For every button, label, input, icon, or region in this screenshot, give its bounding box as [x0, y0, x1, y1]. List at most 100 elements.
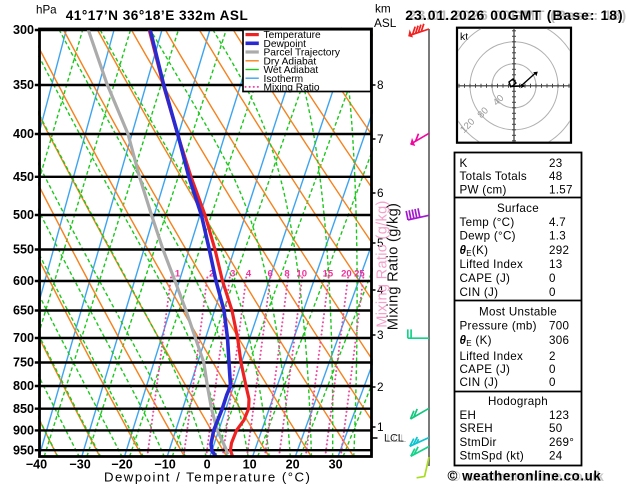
svg-text:4.7: 4.7: [549, 216, 566, 229]
svg-text:0: 0: [549, 272, 556, 285]
svg-text:23.01.2026 00GMT (Base: 18): 23.01.2026 00GMT (Base: 18): [405, 7, 623, 23]
svg-text:50: 50: [549, 422, 563, 435]
svg-text:700: 700: [13, 331, 34, 345]
svg-text:600: 600: [13, 274, 34, 288]
svg-text:6: 6: [268, 268, 273, 279]
svg-text:4: 4: [246, 268, 252, 279]
svg-text:650: 650: [13, 304, 34, 318]
svg-text:13: 13: [549, 258, 563, 271]
svg-text:Lifted Index: Lifted Index: [460, 350, 524, 363]
svg-text:550: 550: [13, 243, 34, 257]
svg-text:CAPE (J): CAPE (J): [460, 272, 511, 285]
svg-text:269°: 269°: [549, 436, 574, 449]
svg-text:−40: −40: [26, 457, 47, 471]
svg-text:−20: −20: [111, 457, 132, 471]
svg-text:41°17’N 36°18’E 332m ASL: 41°17’N 36°18’E 332m ASL: [66, 8, 249, 23]
svg-text:700: 700: [549, 320, 569, 333]
svg-text:500: 500: [13, 208, 34, 222]
svg-text:7: 7: [377, 132, 384, 146]
svg-text:1.57: 1.57: [549, 183, 573, 196]
svg-text:306: 306: [549, 334, 569, 347]
svg-text:SREH: SREH: [460, 422, 493, 435]
svg-text:Temperature: Temperature: [264, 30, 322, 41]
svg-text:Most Unstable: Most Unstable: [479, 306, 557, 319]
svg-text:Dewpoint / Temperature (°C): Dewpoint / Temperature (°C): [104, 470, 312, 485]
svg-text:Dry Adiabat: Dry Adiabat: [264, 56, 317, 67]
svg-text:800: 800: [13, 379, 34, 393]
svg-text:0: 0: [549, 286, 556, 299]
svg-text:Pressure (mb): Pressure (mb): [460, 320, 537, 333]
svg-text:25: 25: [354, 268, 365, 279]
svg-text:−30: −30: [69, 457, 90, 471]
svg-text:15: 15: [323, 268, 334, 279]
svg-text:EH: EH: [460, 409, 477, 422]
svg-text:−10: −10: [154, 457, 175, 471]
svg-text:km: km: [375, 1, 391, 15]
svg-text:23.01.2026 00GMT (Base: 18): 23.01.2026 00GMT (Base: 18): [409, 7, 627, 23]
svg-text:2: 2: [209, 268, 214, 279]
svg-text:Temp (°C): Temp (°C): [460, 216, 515, 229]
svg-text:950: 950: [13, 443, 34, 457]
svg-text:θE(K): θE(K): [460, 244, 489, 258]
svg-text:CIN (J): CIN (J): [460, 376, 499, 389]
svg-text:8: 8: [284, 268, 289, 279]
svg-text:20: 20: [341, 268, 352, 279]
svg-text:8: 8: [377, 78, 384, 92]
svg-text:StmDir: StmDir: [460, 436, 497, 449]
svg-text:0: 0: [549, 363, 556, 376]
svg-text:hPa: hPa: [36, 4, 57, 17]
svg-text:© weatheronline.co.uk: © weatheronline.co.uk: [448, 468, 602, 483]
svg-text:292: 292: [549, 244, 569, 257]
svg-text:1: 1: [377, 420, 384, 434]
svg-text:© weatheronline.co.uk: © weatheronline.co.uk: [451, 469, 605, 484]
svg-text:3: 3: [230, 268, 235, 279]
svg-text:450: 450: [13, 170, 34, 184]
svg-text:10: 10: [243, 457, 257, 471]
svg-text:LCL: LCL: [387, 433, 407, 445]
svg-text:θE (K): θE (K): [460, 334, 492, 348]
svg-text:0: 0: [204, 457, 211, 471]
svg-text:Parcel Trajectory: Parcel Trajectory: [264, 48, 341, 59]
svg-text:5: 5: [377, 236, 384, 250]
svg-text:23: 23: [549, 157, 563, 170]
svg-text:kt: kt: [460, 32, 468, 43]
svg-text:850: 850: [13, 402, 34, 416]
svg-text:48: 48: [549, 170, 563, 183]
svg-text:6: 6: [377, 186, 384, 200]
svg-text:2: 2: [377, 380, 384, 394]
svg-text:900: 900: [13, 424, 34, 438]
svg-text:Lifted Index: Lifted Index: [460, 258, 524, 271]
svg-text:LCL: LCL: [384, 433, 404, 445]
svg-text:Wet Adiabat: Wet Adiabat: [264, 65, 319, 76]
svg-text:Mixing Ratio (g/kg): Mixing Ratio (g/kg): [386, 203, 402, 330]
svg-text:ASL: ASL: [374, 16, 397, 30]
svg-text:Hodograph: Hodograph: [488, 395, 548, 408]
svg-text:400: 400: [13, 127, 34, 141]
svg-text:Totals Totals: Totals Totals: [460, 170, 527, 183]
svg-text:2: 2: [549, 350, 556, 363]
svg-text:PW (cm): PW (cm): [460, 183, 507, 196]
svg-text:3: 3: [377, 328, 384, 342]
svg-text:0: 0: [549, 376, 556, 389]
svg-text:1.3: 1.3: [549, 229, 566, 242]
svg-text:Mixing Ratio: Mixing Ratio: [264, 83, 320, 94]
svg-text:Dewpoint: Dewpoint: [264, 39, 307, 50]
svg-text:4: 4: [377, 283, 384, 297]
svg-text:24: 24: [549, 450, 563, 463]
svg-text:Surface: Surface: [497, 202, 539, 215]
svg-text:K: K: [460, 157, 468, 170]
svg-text:Mixing Ratio (g/kg): Mixing Ratio (g/kg): [375, 200, 391, 327]
svg-text:CAPE (J): CAPE (J): [460, 363, 511, 376]
svg-text:StmSpd (kt): StmSpd (kt): [460, 450, 525, 463]
svg-text:30: 30: [329, 457, 343, 471]
svg-text:350: 350: [13, 78, 34, 92]
svg-text:300: 300: [13, 23, 34, 37]
svg-text:123: 123: [549, 409, 569, 422]
svg-text:20: 20: [286, 457, 300, 471]
svg-text:CIN (J): CIN (J): [460, 286, 499, 299]
svg-text:1: 1: [175, 268, 181, 279]
svg-text:Isotherm: Isotherm: [264, 74, 304, 85]
svg-text:750: 750: [13, 356, 34, 370]
svg-text:Dewp (°C): Dewp (°C): [460, 229, 516, 242]
svg-text:10: 10: [296, 268, 307, 279]
